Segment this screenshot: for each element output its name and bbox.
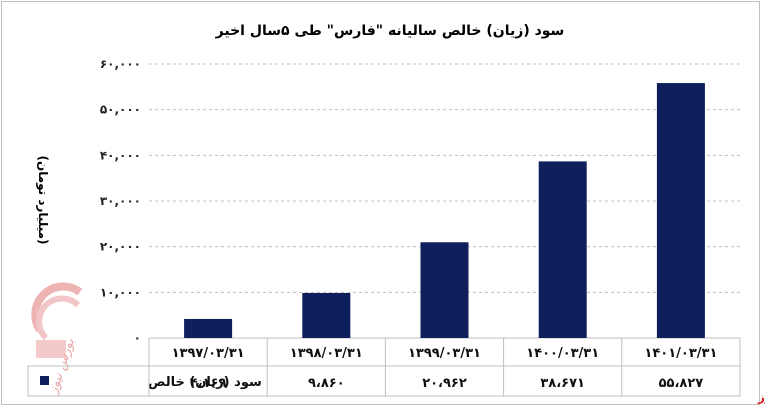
bar [420, 242, 469, 338]
data-label: ۳۸،۶۷۱ [540, 376, 585, 391]
data-label: ۴،۱۶۹ [190, 376, 227, 391]
x-tick-label: ۱۴۰۰/۰۳/۳۱ [526, 346, 599, 361]
bar [302, 292, 351, 338]
watermark-logo-block [36, 340, 66, 358]
y-tick-label: ۵۰,۰۰۰ [100, 103, 141, 117]
bar [538, 161, 587, 338]
legend-label: سود (زیان) خالص [148, 375, 262, 390]
bar [656, 83, 705, 338]
watermark-logo-arc-2 [36, 295, 81, 341]
data-label: ۹،۸۶۰ [308, 376, 345, 391]
data-label: ۵۵،۸۲۷ [659, 376, 704, 391]
y-tick-label: ۰ [134, 331, 141, 345]
x-tick-label: ۱۳۹۹/۰۳/۳۱ [408, 346, 481, 361]
y-tick-label: ۶۰,۰۰۰ [100, 57, 141, 71]
y-axis-ticks: ۰ ۱۰,۰۰۰ ۲۰,۰۰۰ ۳۰,۰۰۰ ۴۰,۰۰۰ ۵۰,۰۰۰ ۶۰,۰۰۰ [100, 57, 141, 345]
x-tick-label: ۱۳۹۷/۰۳/۳۱ [172, 346, 245, 361]
legend-swatch [40, 376, 49, 385]
bars [184, 83, 705, 338]
legend-entry: سود (زیان) خالص [40, 375, 262, 390]
data-table: سود (زیان) خالص ۱۳۹۷/۰۳/۳۱ ۴،۱۶۹ ۱۳۹۸/۰۳/۳… [27, 338, 741, 397]
y-axis-label: (میلیارد تومان) [35, 155, 50, 244]
y-tick-label: ۲۰,۰۰۰ [100, 240, 141, 254]
brand-text: بورس نیوز [757, 390, 765, 405]
data-label: ۲۰،۹۶۲ [422, 376, 467, 391]
x-tick-label: ۱۴۰۱/۰۳/۳۱ [644, 346, 717, 361]
y-tick-label: ۴۰,۰۰۰ [100, 148, 141, 162]
chart-title: سود (زیان) خالص سالیانه "فارس" طی ۵سال ا… [215, 23, 565, 39]
y-tick-label: ۳۰,۰۰۰ [100, 194, 141, 208]
y-tick-label: ۱۰,۰۰۰ [100, 285, 141, 299]
bar [184, 318, 233, 338]
x-tick-label: ۱۳۹۸/۰۳/۳۱ [290, 346, 363, 361]
